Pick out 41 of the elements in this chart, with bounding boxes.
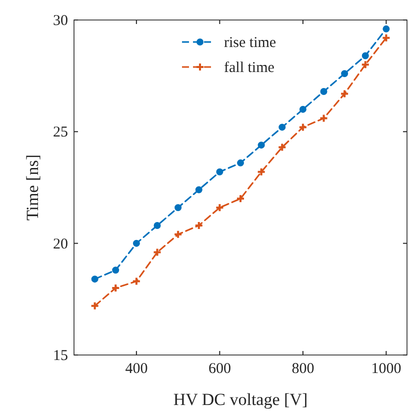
point	[90, 301, 100, 310]
x-tick-label: 400	[125, 361, 148, 377]
point	[299, 106, 306, 113]
point	[112, 266, 120, 274]
legend-label: rise time	[224, 35, 276, 51]
point	[195, 186, 202, 194]
point	[278, 142, 287, 152]
point	[319, 114, 328, 123]
legend-label: fall time	[224, 60, 275, 76]
y-axis-title: Time [ns]	[23, 154, 42, 220]
x-axis-title: HV DC voltage [V]	[173, 390, 308, 409]
point	[298, 122, 308, 132]
point	[320, 88, 328, 95]
point	[237, 159, 244, 166]
point	[174, 230, 183, 239]
point	[362, 52, 369, 60]
point	[256, 167, 266, 176]
point	[215, 203, 224, 212]
point	[132, 276, 141, 286]
point	[382, 33, 391, 42]
point	[278, 124, 286, 131]
y-tick-label: 25	[53, 124, 68, 141]
point	[382, 25, 390, 32]
point	[91, 276, 98, 283]
point	[132, 240, 140, 247]
point	[152, 248, 162, 257]
point	[111, 284, 120, 292]
x-tick-label: 600	[208, 361, 231, 377]
y-tick-label: 20	[53, 236, 68, 252]
point	[341, 70, 348, 78]
point	[360, 60, 370, 70]
x-tick-label: 800	[292, 361, 314, 377]
point	[236, 194, 245, 204]
point	[216, 168, 224, 176]
y-tick-label: 30	[53, 13, 68, 29]
x-tick-label: 1000	[371, 361, 402, 377]
y-tick-label: 15	[53, 348, 68, 364]
point	[154, 222, 161, 229]
point	[258, 142, 265, 149]
point	[340, 89, 350, 98]
point	[174, 204, 182, 212]
